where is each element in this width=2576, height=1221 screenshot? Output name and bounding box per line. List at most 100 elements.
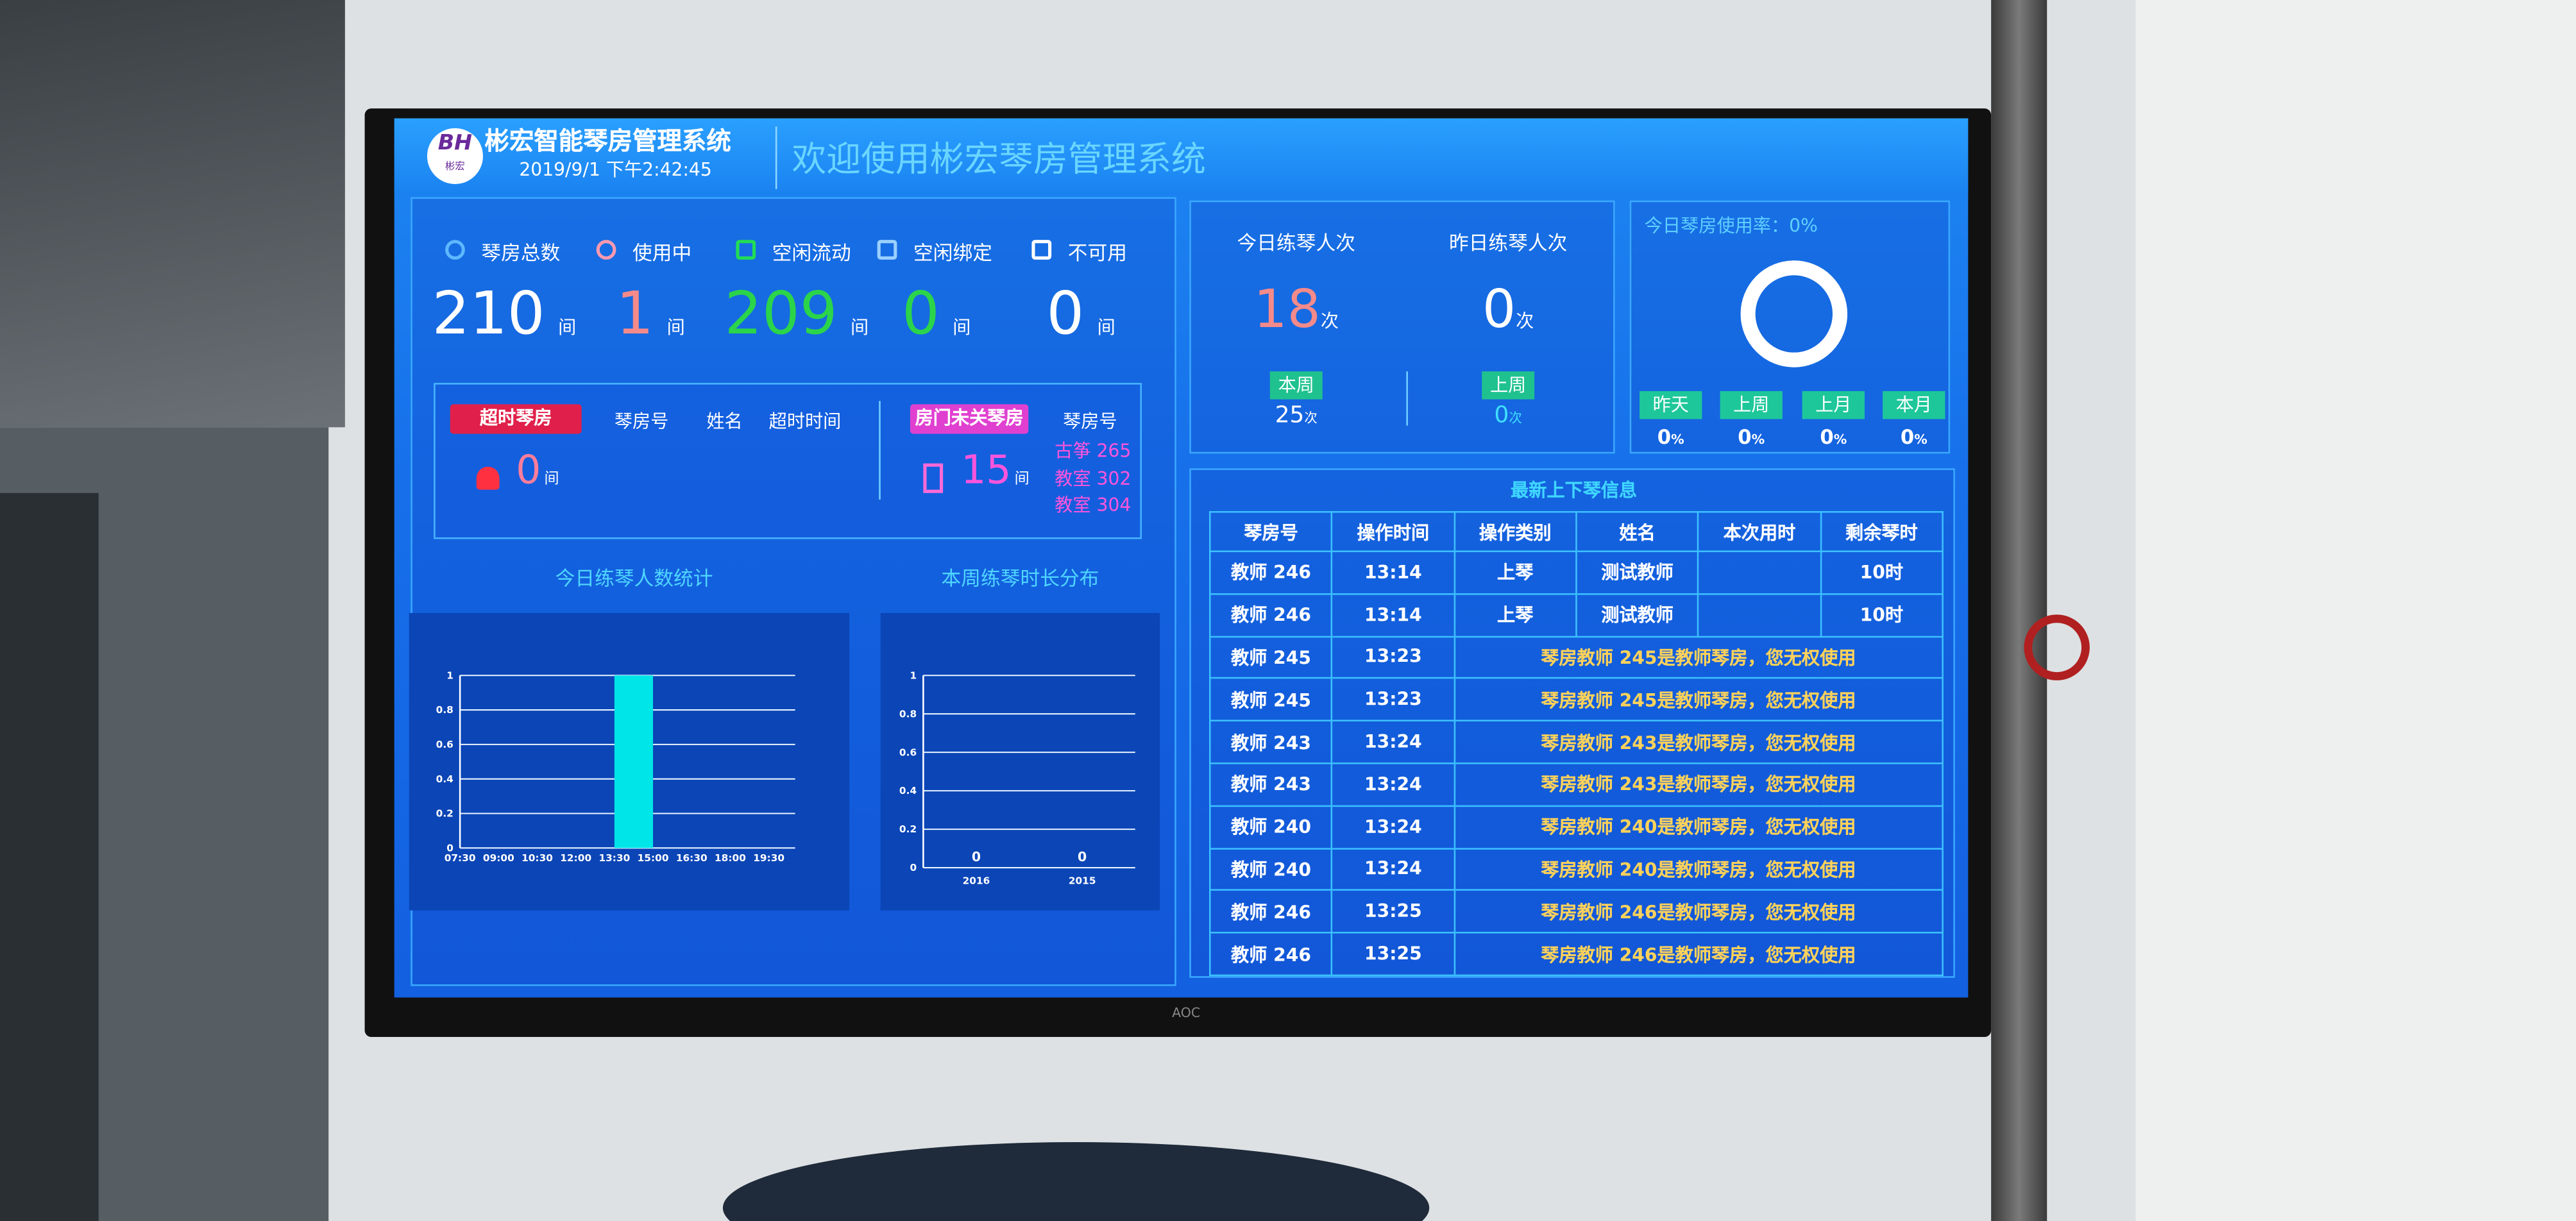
alert-box: 超时琴房 琴房号 姓名 超时时间 0 间房门未关琴房 琴房号 15 间古筝 265 教室 302 教…	[434, 383, 1142, 539]
period-button: 上周	[1720, 391, 1783, 419]
x-tick-label: 10:30	[521, 852, 553, 864]
y-tick-label: 0.4	[436, 773, 453, 785]
duration	[1697, 593, 1822, 637]
x-tick-label: 13:30	[598, 852, 630, 864]
stat-unit: 间	[850, 317, 869, 339]
practice-value: 0	[1482, 278, 1516, 341]
overtime-column: 姓名	[706, 410, 743, 432]
stat-label: 不可用	[1067, 241, 1128, 265]
chart-title: 今日练琴人数统计	[555, 567, 713, 590]
y-tick-label: 0.6	[899, 746, 917, 758]
stat-icon	[1031, 240, 1052, 260]
period-button: 昨天	[1640, 391, 1702, 419]
period-value-group: 25 次	[1230, 403, 1362, 429]
stat-icon	[445, 240, 465, 260]
separator	[775, 126, 777, 189]
x-tick-label: 09:00	[483, 852, 514, 864]
stat-icon	[736, 240, 756, 260]
door-unit: 间	[1014, 471, 1030, 489]
remaining: 10时	[1819, 593, 1944, 637]
room: 教师 243	[1209, 720, 1333, 764]
divider	[1406, 371, 1408, 426]
time: 13:24	[1331, 805, 1455, 849]
usage-value: 0	[1657, 425, 1672, 449]
log-panel: 最新上下琴信息 琴房号 操作时间 操作类别 姓名 本次用时 剩余琴时 教师 246 13:14 上…	[1189, 468, 1955, 978]
time: 13:14	[1331, 550, 1455, 595]
room: 教师 246	[1209, 889, 1333, 934]
x-tick-label: 18:00	[715, 852, 746, 864]
y-tick-label: 1	[446, 669, 453, 681]
stat-label: 琴房总数	[481, 241, 561, 265]
log-table: 琴房号 操作时间 操作类别 姓名 本次用时 剩余琴时 教师 246 13:14 上琴 测试教师 10…	[1209, 510, 1944, 977]
y-tick-label: 0	[910, 862, 917, 873]
room: 教师 245	[1209, 677, 1333, 722]
practice-unit: 次	[1516, 310, 1534, 332]
column-header: 琴房号	[1209, 510, 1333, 553]
period-button: 上月	[1802, 391, 1865, 419]
log-row: 教师 240 13:24 琴房教师 240是教师琴房，您无权使用	[1209, 847, 1944, 891]
stat-value: 0	[1046, 281, 1085, 349]
usage-ring	[1740, 260, 1848, 367]
logo-text: BH	[437, 131, 473, 156]
ring	[1740, 260, 1848, 367]
screen: BH 彬宏 彬宏智能琴房管理系统 2019/9/1 下午2:42:45 欢迎使用…	[394, 118, 1969, 998]
log-row: 教师 245 13:23 琴房教师 245是教师琴房，您无权使用	[1209, 677, 1944, 722]
message: 琴房教师 246是教师琴房，您无权使用	[1453, 889, 1944, 934]
chart: 0 0.2 0.4 0.6 0.8 1 2016 0 2015 0	[880, 612, 1160, 911]
overtime-column: 琴房号	[614, 410, 669, 432]
floor-object	[722, 1142, 1430, 1221]
column-header: 姓名	[1575, 510, 1700, 553]
y-tick-label: 0.2	[436, 808, 453, 820]
door-room: 古筝 265	[1055, 440, 1131, 462]
stat-value: 0	[902, 281, 940, 349]
time: 13:14	[1331, 593, 1455, 637]
x-tick-label: 07:30	[445, 852, 476, 864]
y-tick-label: 0.8	[436, 704, 453, 716]
chart-title: 本周练琴时长分布	[941, 567, 1099, 590]
header-row: 琴房号 操作时间 操作类别 姓名 本次用时 剩余琴时	[1209, 510, 1944, 553]
name: 测试教师	[1575, 550, 1700, 595]
name: 测试教师	[1575, 593, 1700, 637]
remaining: 10时	[1819, 550, 1944, 595]
practice-value-group: 18 次	[1198, 278, 1394, 340]
time: 13:23	[1331, 677, 1455, 722]
x-tick-label: 12:00	[560, 852, 591, 864]
stat-value: 210	[432, 281, 545, 349]
time: 13:24	[1331, 847, 1455, 891]
door-room: 教室 304	[1055, 494, 1131, 516]
door-badge: 房门未关琴房	[910, 404, 1029, 434]
stat-label: 空闲绑定	[913, 241, 993, 265]
usage-title: 今日琴房使用率：0%	[1644, 215, 1818, 237]
valve	[2024, 614, 2090, 680]
log-row: 教师 245 13:23 琴房教师 245是教师琴房，您无权使用	[1209, 635, 1944, 680]
type: 上琴	[1453, 550, 1577, 595]
bell-icon	[476, 466, 500, 490]
overtime-column: 超时时间	[768, 410, 842, 432]
overtime-unit: 间	[544, 471, 559, 489]
period-value: 25	[1275, 402, 1305, 429]
stat-value: 1	[616, 281, 654, 349]
room: 教师 246	[1209, 550, 1333, 595]
divider	[879, 401, 881, 500]
duration	[1697, 550, 1822, 595]
overtime-count: 0	[516, 447, 541, 493]
room: 教师 243	[1209, 762, 1333, 807]
log-row: 教师 240 13:24 琴房教师 240是教师琴房，您无权使用	[1209, 805, 1944, 849]
usage-value: 0	[1738, 425, 1752, 449]
room: 教师 246	[1209, 932, 1333, 977]
period-unit: 次	[1509, 410, 1522, 426]
stat-unit: 间	[953, 317, 971, 339]
y-tick-label: 0.8	[899, 708, 917, 720]
bar	[614, 675, 654, 848]
right-wall	[2135, 0, 2576, 1221]
log-row: 教师 246 13:25 琴房教师 246是教师琴房，您无权使用	[1209, 889, 1944, 934]
period-badge: 上周	[1482, 371, 1535, 400]
value-label: 0	[972, 849, 981, 864]
chart: 0 0.2 0.4 0.6 0.8 1 07:30 09:00 10:30 12:00 13:30 1…	[409, 612, 850, 911]
brand: AOC	[1172, 1006, 1201, 1021]
system-name: 彬宏智能琴房管理系统	[484, 126, 731, 156]
column-header: 本次用时	[1697, 510, 1822, 553]
